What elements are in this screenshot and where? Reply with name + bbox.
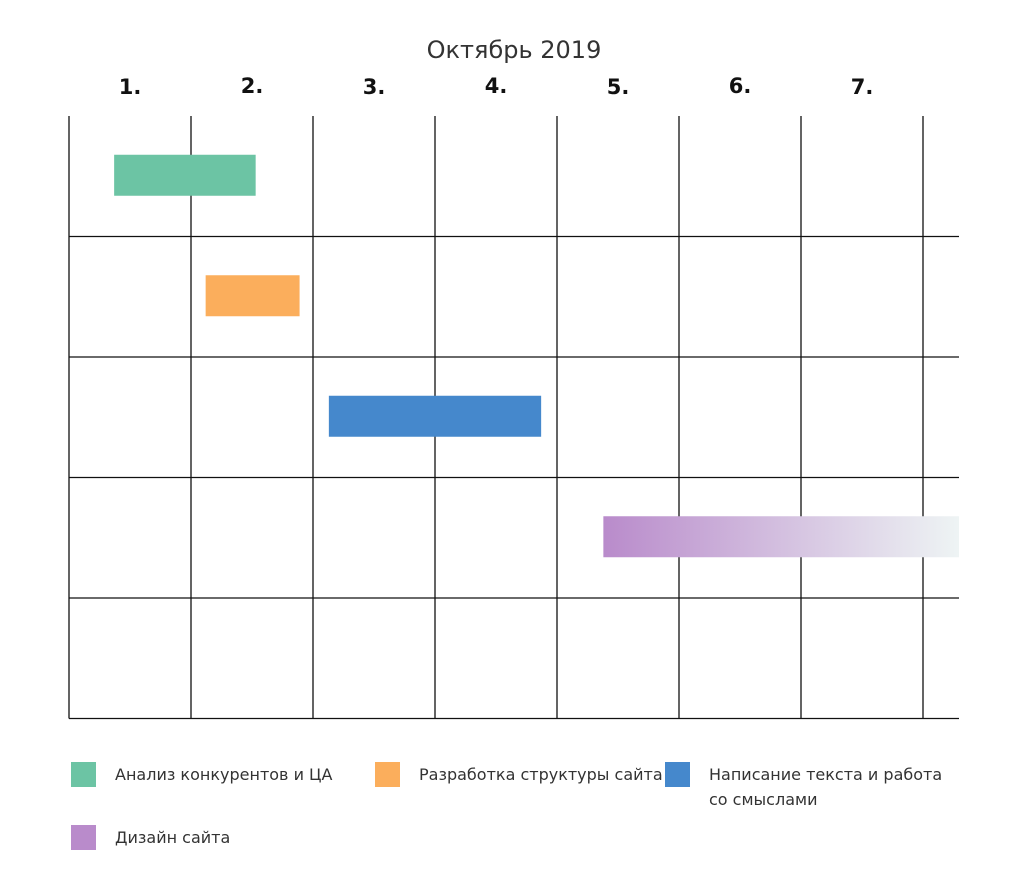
column-label: 2.	[241, 74, 264, 98]
legend: Анализ конкурентов и ЦА Разработка структ…	[71, 762, 942, 850]
column-labels: 1. 2. 3. 4. 5. 6. 7.	[119, 74, 874, 99]
legend-label: со смыслами	[709, 790, 817, 809]
legend-swatch	[71, 825, 96, 850]
column-label: 4.	[485, 74, 508, 98]
grid	[68, 116, 959, 720]
task-bar	[603, 516, 959, 558]
legend-label: Анализ конкурентов и ЦА	[115, 765, 332, 784]
task-bar	[328, 395, 542, 437]
task-bars	[114, 154, 959, 558]
legend-label: Дизайн сайта	[115, 828, 230, 847]
task-bar	[114, 154, 256, 196]
legend-swatch	[375, 762, 400, 787]
legend-label: Разработка структуры сайта	[419, 765, 663, 784]
column-label: 6.	[729, 74, 752, 98]
column-label: 3.	[363, 75, 386, 99]
task-bar	[205, 275, 300, 317]
legend-label: Написание текста и работа	[709, 765, 942, 784]
legend-swatch	[665, 762, 690, 787]
chart-title: Октябрь 2019	[427, 36, 602, 64]
column-label: 7.	[851, 75, 874, 99]
column-label: 5.	[607, 75, 630, 99]
legend-swatch	[71, 762, 96, 787]
column-label: 1.	[119, 75, 142, 99]
